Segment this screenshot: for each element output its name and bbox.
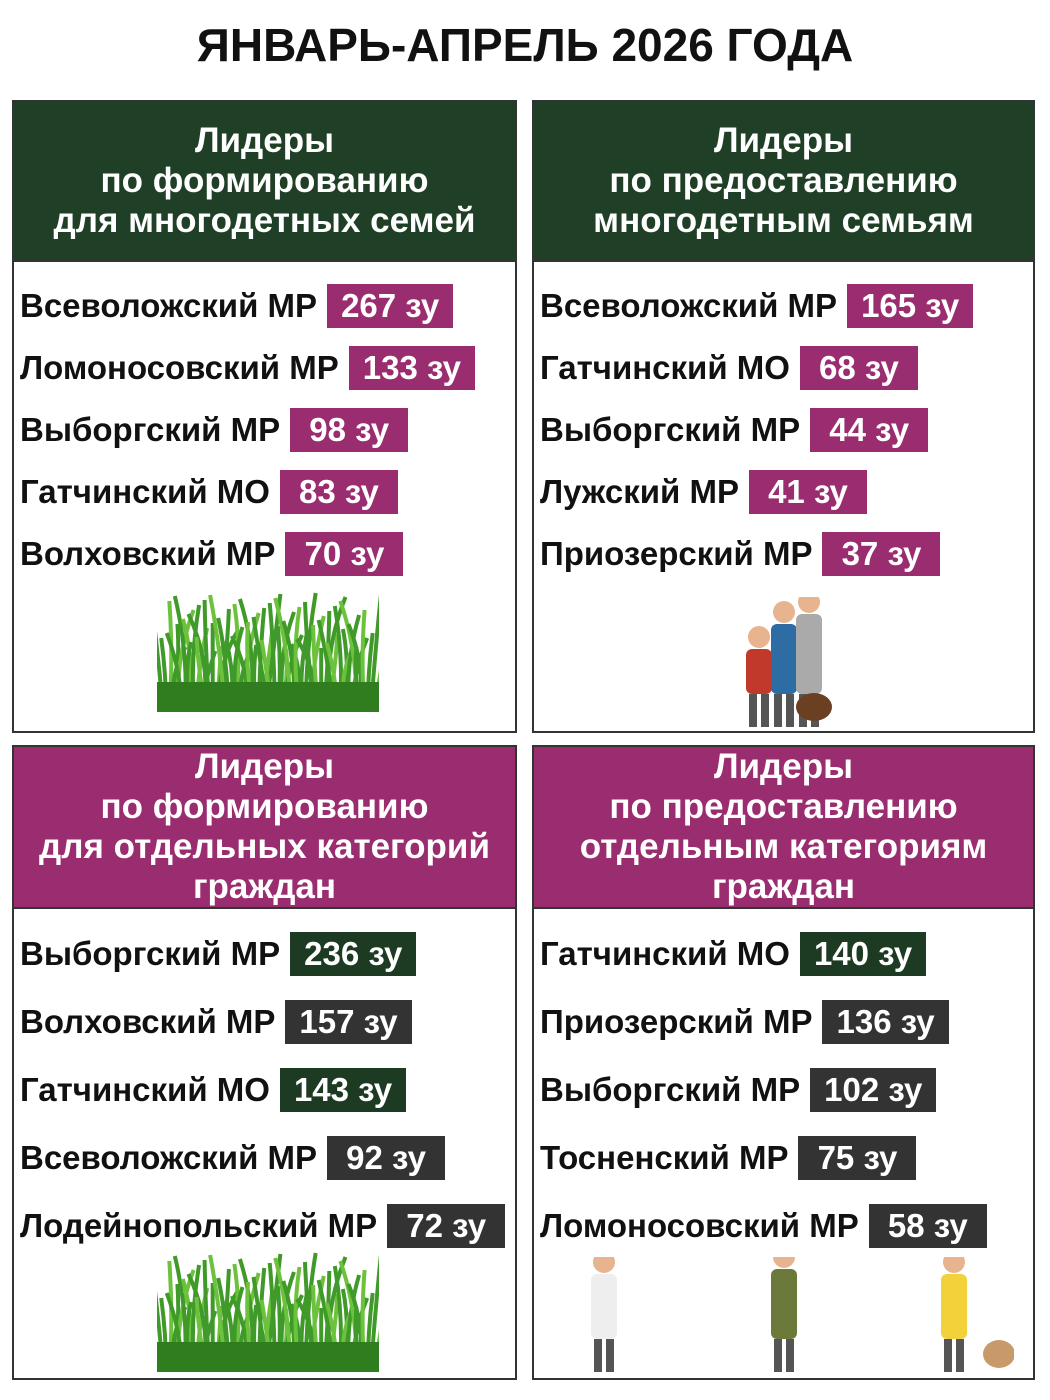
value-badge: 143 зу <box>279 1068 407 1112</box>
value-badge: 41 зу <box>748 470 867 514</box>
header-line: для многодетных семей <box>53 201 476 240</box>
leader-row: Гатчинский МО 140 зу <box>540 932 927 976</box>
leader-row: Ломоносовский МР 133 зу <box>20 346 475 390</box>
value-badge: 58 зу <box>868 1204 987 1248</box>
value-badge: 267 зу <box>327 284 454 328</box>
district-name: Гатчинский МО <box>20 473 270 510</box>
value-badge: 44 зу <box>810 408 929 452</box>
district-name: Гатчинский МО <box>540 349 790 386</box>
header-line: по формированию <box>100 787 429 826</box>
leader-row: Лужский МР 41 зу <box>540 470 867 514</box>
header-line: граждан <box>711 867 856 906</box>
district-name: Волховский МР <box>20 535 276 572</box>
header-line: отдельным категориям <box>579 827 988 866</box>
district-name: Лодейнопольский МР <box>20 1207 378 1244</box>
header-line: Лидеры <box>713 747 854 786</box>
leader-row: Волховский МР 70 зу <box>20 532 404 576</box>
leader-row: Гатчинский МО 83 зу <box>20 470 398 514</box>
header-line: многодетным семьям <box>593 201 974 240</box>
value-badge: 68 зу <box>799 346 918 390</box>
district-name: Выборгский МР <box>20 411 281 448</box>
leader-row: Всеволожский МР 267 зу <box>20 284 454 328</box>
district-name: Приозерский МР <box>540 1003 813 1040</box>
leader-row: Лодейнопольский МР 72 зу <box>20 1204 506 1248</box>
district-name: Гатчинский МО <box>20 1071 270 1108</box>
header-line: Лидеры <box>194 121 335 160</box>
leader-row: Приозерский МР 136 зу <box>540 1000 949 1044</box>
header-line: Лидеры <box>194 747 335 786</box>
page-title: ЯНВАРЬ-АПРЕЛЬ 2026 ГОДА <box>196 19 854 71</box>
district-name: Волховский МР <box>20 1003 276 1040</box>
district-name: Выборгский МР <box>20 935 281 972</box>
value-badge: 37 зу <box>822 532 941 576</box>
district-name: Выборгский МР <box>540 1071 801 1108</box>
panel: Лидеры по формированию для многодетных сем… <box>12 100 517 733</box>
value-badge: 236 зу <box>290 932 417 976</box>
district-name: Тосненский МР <box>540 1139 789 1176</box>
value-badge: 83 зу <box>279 470 398 514</box>
leader-row: Выборгский МР 44 зу <box>540 408 929 452</box>
panel-header: Лидеры по формированию для многодетных сем… <box>14 102 515 262</box>
panel-header: Лидеры по предоставлению многодетным семья… <box>534 102 1033 262</box>
header-line: по формированию <box>100 161 429 200</box>
value-badge: 92 зу <box>327 1136 446 1180</box>
leader-row: Тосненский МР 75 зу <box>540 1136 917 1180</box>
value-badge: 102 зу <box>810 1068 937 1112</box>
grass-illustration <box>143 1252 391 1373</box>
district-name: Гатчинский МО <box>540 935 790 972</box>
panel: Лидеры по предоставлению многодетным семья… <box>532 100 1035 733</box>
leader-row: Выборгский МР 98 зу <box>20 408 409 452</box>
panel-header: Лидеры по формированию для отдельных катег… <box>14 747 515 909</box>
district-name: Приозерский МР <box>540 535 813 572</box>
panel: Лидеры по формированию для отдельных катег… <box>12 745 517 1380</box>
illustration <box>143 1247 391 1377</box>
panel: Лидеры по предоставлению отдельным категор… <box>532 745 1035 1380</box>
value-badge: 75 зу <box>798 1136 917 1180</box>
illustration <box>143 587 391 717</box>
leader-row: Всеволожский МР 92 зу <box>20 1136 446 1180</box>
grass-illustration <box>143 592 391 713</box>
district-name: Выборгский МР <box>540 411 801 448</box>
leader-row: Гатчинский МО 143 зу <box>20 1068 407 1112</box>
value-badge: 98 зу <box>290 408 409 452</box>
header-line: по предоставлению <box>609 161 958 200</box>
leader-row: Ломоносовский МР 58 зу <box>540 1204 987 1248</box>
header-line: Лидеры <box>713 121 854 160</box>
leader-row: Выборгский МР 102 зу <box>540 1068 937 1112</box>
district-name: Всеволожский МР <box>20 1139 318 1176</box>
panel-header: Лидеры по предоставлению отдельным категор… <box>534 747 1033 909</box>
header-line: граждан <box>192 867 337 906</box>
header-line: по предоставлению <box>609 787 958 826</box>
illustration <box>739 591 839 732</box>
value-badge: 140 зу <box>799 932 927 976</box>
value-badge: 136 зу <box>822 1000 949 1044</box>
value-badge: 72 зу <box>387 1204 506 1248</box>
leader-row: Приозерский МР 37 зу <box>540 532 941 576</box>
leader-row: Гатчинский МО 68 зу <box>540 346 918 390</box>
header-line: для отдельных категорий <box>39 827 490 866</box>
value-badge: 157 зу <box>285 1000 412 1044</box>
family-illustration <box>746 591 832 727</box>
leader-row: Всеволожский МР 165 зу <box>540 284 974 328</box>
district-name: Всеволожский МР <box>540 287 838 324</box>
district-name: Ломоносовский МР <box>540 1207 859 1244</box>
value-badge: 165 зу <box>847 284 974 328</box>
leader-row: Выборгский МР 236 зу <box>20 932 417 976</box>
illustration <box>554 1246 1015 1377</box>
people-illustration <box>591 1246 1015 1372</box>
district-name: Лужский МР <box>540 473 739 510</box>
value-badge: 70 зу <box>285 532 404 576</box>
leader-row: Волховский МР 157 зу <box>20 1000 412 1044</box>
district-name: Ломоносовский МР <box>20 349 339 386</box>
district-name: Всеволожский МР <box>20 287 318 324</box>
value-badge: 133 зу <box>348 346 475 390</box>
